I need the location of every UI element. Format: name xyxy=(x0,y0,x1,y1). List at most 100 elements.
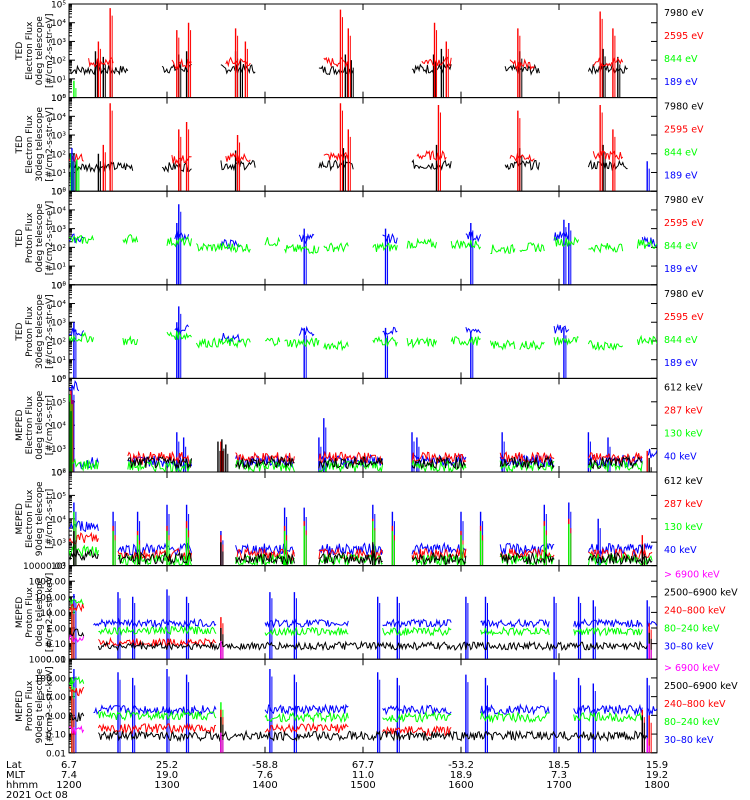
series-segment xyxy=(382,232,398,244)
y-axis-label-line: Proton Flux xyxy=(25,306,35,357)
series-segment xyxy=(318,553,383,566)
series-segment xyxy=(69,234,94,245)
y-axis-label-line: Proton Flux xyxy=(25,586,35,637)
legend-entry: 189 eV xyxy=(664,358,698,369)
series-segment xyxy=(127,458,192,472)
series-segment xyxy=(69,675,85,686)
series-segment xyxy=(69,602,85,613)
panel-frame xyxy=(68,3,658,99)
legend-entry: 240–800 keV xyxy=(664,606,726,617)
panel-frame xyxy=(68,284,658,379)
series-segment xyxy=(318,159,354,172)
y-tick-label: 10.00 xyxy=(40,609,66,619)
y-tick-label: 10³ xyxy=(51,445,66,455)
series-segment xyxy=(382,326,398,337)
series-2500-6900-kev xyxy=(69,711,648,753)
y-tick-label: 10³ xyxy=(51,132,66,142)
series-segment xyxy=(69,711,85,722)
y-tick-label: 10¹ xyxy=(51,356,66,366)
y-tick-label: 10000.00 xyxy=(23,562,66,572)
series-segment xyxy=(411,158,452,171)
series-segment xyxy=(323,241,349,253)
legend-entry: 844 eV xyxy=(664,54,698,65)
y-axis-label-line: [#/cm2-s-str-keV] xyxy=(45,573,55,652)
series-segment xyxy=(318,459,384,472)
x-row-label-hhmm: hhmm xyxy=(6,780,38,791)
y-tick-label: 10³ xyxy=(51,225,66,235)
y-tick-label: 10⁰ xyxy=(51,281,66,291)
series-segment xyxy=(323,339,349,352)
y-axis-label-line: Electron Flux xyxy=(25,21,35,80)
x-tick-label-mlt: 7.4 xyxy=(61,770,77,781)
y-axis-label-line: 90deg telescope xyxy=(35,481,45,556)
series-segment xyxy=(592,150,624,161)
y-axis-label-line: Proton Flux xyxy=(25,680,35,731)
legend-entry: 2500–6900 keV xyxy=(664,681,738,692)
series-segment xyxy=(489,339,516,351)
x-tick-label-hhmm: 1800 xyxy=(644,780,669,791)
series-segment xyxy=(588,242,624,254)
series-segment xyxy=(298,325,315,337)
y-tick-label: 10⁶ xyxy=(51,375,66,385)
x-tick-label-mlt: 7.6 xyxy=(257,770,273,781)
series-segment xyxy=(318,450,383,465)
y-tick-label: 0.01 xyxy=(46,749,66,759)
series-segment xyxy=(480,710,550,724)
series-2595-ev xyxy=(88,8,624,98)
series-segment xyxy=(98,625,217,637)
series-30-80-kev xyxy=(73,589,657,660)
series-segment xyxy=(480,703,550,716)
series-segment xyxy=(69,331,94,344)
series-segment xyxy=(450,239,482,250)
legend-entry: 287 keV xyxy=(664,405,703,416)
y-tick-label: 0.10 xyxy=(46,731,66,741)
y-tick-label: 10.00 xyxy=(40,693,66,703)
x-tick-label-lat: -53.2 xyxy=(448,760,474,771)
series-segment xyxy=(117,551,192,565)
series-segment xyxy=(587,340,624,352)
y-axis-label-line: [#/cm2-s-str-eV] xyxy=(45,294,55,369)
series-segment xyxy=(264,626,349,637)
series-segment xyxy=(264,703,349,716)
series-189-ev xyxy=(71,148,650,192)
series-844-ev xyxy=(69,233,657,255)
series-segment xyxy=(264,711,349,724)
x-tick-label-hhmm: 1300 xyxy=(154,780,179,791)
legend-entry: 189 eV xyxy=(664,264,698,275)
y-tick-label: 10¹ xyxy=(51,169,66,179)
series-segment xyxy=(587,451,643,465)
legend-entry: 7980 eV xyxy=(664,289,704,300)
series-segment xyxy=(411,553,467,566)
y-tick-label: 1000.00 xyxy=(29,656,66,666)
x-date-label: 2021 Oct 08 xyxy=(6,790,68,800)
series-segment xyxy=(235,455,295,470)
x-tick-label-hhmm: 1700 xyxy=(546,780,571,791)
panel-5: 10² 10³ 10⁴ 10⁵ 10⁶ MEPED Electron Flux 0deg te… xyxy=(15,375,703,479)
series-segment xyxy=(93,617,217,629)
x-tick-label-mlt: 19.2 xyxy=(646,770,668,781)
series-segment xyxy=(318,551,383,565)
y-axis-label-line: TED xyxy=(15,135,25,154)
x-tick-label-mlt: 18.9 xyxy=(450,770,472,781)
y-axis-label-line: [#/cm2-s-str-eV] xyxy=(45,107,55,182)
y-axis-label-line: 0deg telescope xyxy=(35,16,45,86)
legend-entry: 2595 eV xyxy=(664,312,704,323)
panel-1: 10⁰ 10¹ 10² 10³ 10⁴ 10⁵ TED Electron Flux 0deg t… xyxy=(15,1,704,105)
y-tick-label: 10¹ xyxy=(51,263,66,273)
x-row-label-lat: Lat xyxy=(6,760,22,771)
y-tick-label: 10⁵ xyxy=(51,1,66,11)
y-axis-label-line: [#/cm2-s-str-eV] xyxy=(45,201,55,276)
series--6900-kev xyxy=(69,634,652,660)
series-segment xyxy=(93,704,217,716)
y-tick-label: 10⁵ xyxy=(51,492,66,502)
series-2500-6900-kev xyxy=(69,628,652,660)
y-tick-label: 0.10 xyxy=(46,640,66,650)
panel-3: 10⁰ 10¹ 10² 10³ 10⁴ 10⁵ TED Proton Flux 0deg tel… xyxy=(15,188,704,292)
series-segment xyxy=(553,323,570,334)
series-segment xyxy=(69,725,85,735)
panel-2: 10⁰ 10¹ 10² 10³ 10⁴ 10⁵ TED Electron Flux 30deg … xyxy=(15,94,704,198)
series-segment xyxy=(382,618,452,629)
x-tick-label-hhmm: 1400 xyxy=(252,780,277,791)
series-segment xyxy=(509,58,535,71)
series-segment xyxy=(588,455,643,470)
